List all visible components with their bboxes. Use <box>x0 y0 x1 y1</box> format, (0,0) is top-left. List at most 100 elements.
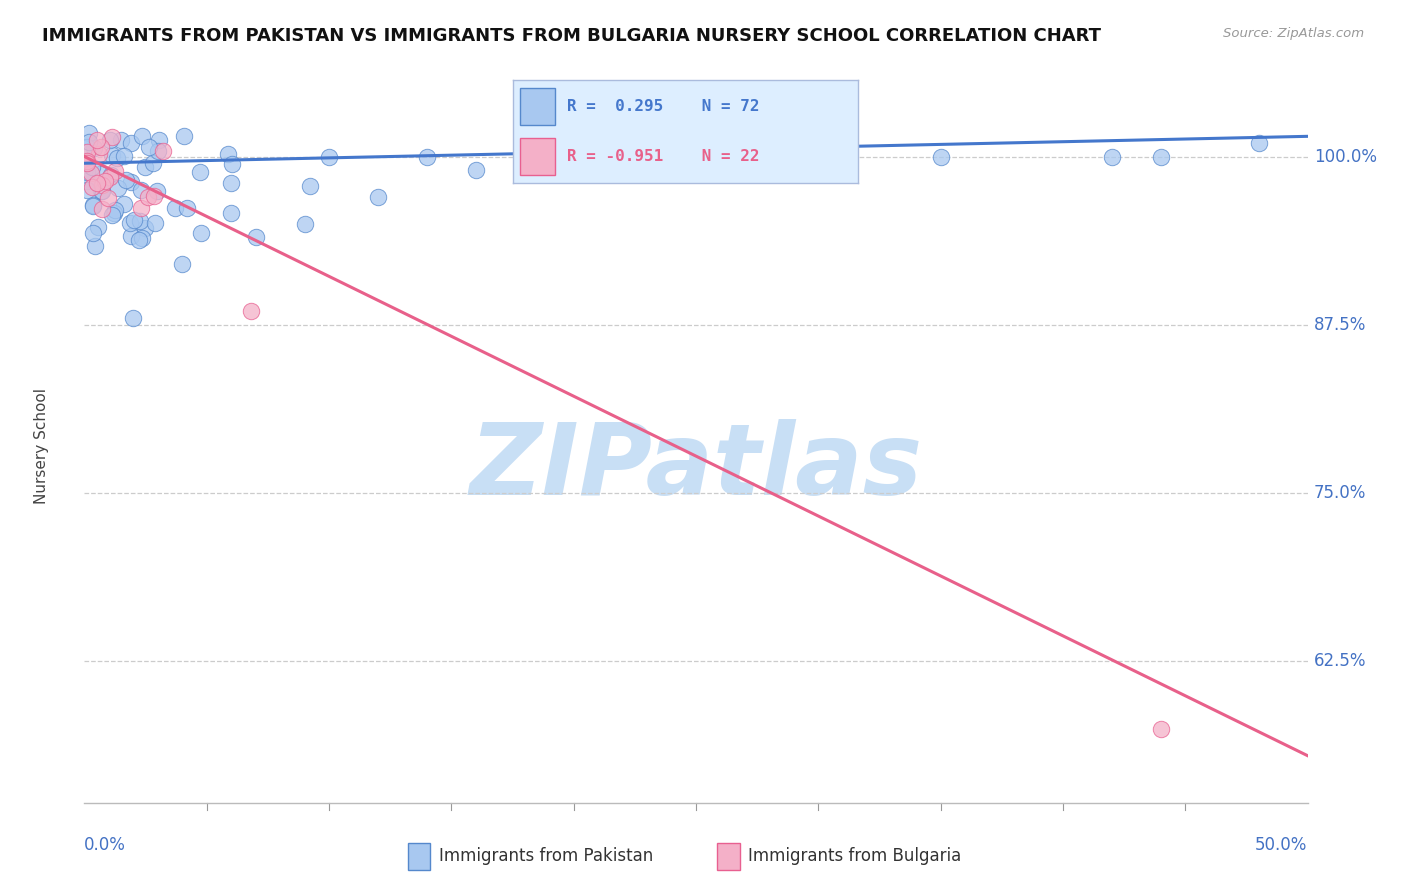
Text: IMMIGRANTS FROM PAKISTAN VS IMMIGRANTS FROM BULGARIA NURSERY SCHOOL CORRELATION : IMMIGRANTS FROM PAKISTAN VS IMMIGRANTS F… <box>42 27 1101 45</box>
Point <box>685 149 707 163</box>
Point <box>298 179 321 194</box>
Text: Nursery School: Nursery School <box>34 388 49 504</box>
Point <box>219 177 242 191</box>
Point <box>83 141 105 155</box>
Point <box>136 190 159 204</box>
Point <box>76 140 98 154</box>
Point <box>79 126 101 140</box>
Point <box>221 205 243 219</box>
Point <box>80 180 103 194</box>
Text: R = -0.951    N = 22: R = -0.951 N = 22 <box>567 149 759 164</box>
Point <box>538 149 561 163</box>
Text: 50.0%: 50.0% <box>1256 837 1308 855</box>
Point <box>129 214 152 228</box>
Point <box>84 238 107 252</box>
Text: R =  0.295    N = 72: R = 0.295 N = 72 <box>567 99 759 114</box>
Point <box>416 149 439 163</box>
Point <box>190 226 212 240</box>
Point <box>76 156 98 170</box>
Point <box>86 133 108 147</box>
Point <box>86 220 108 235</box>
Point <box>120 136 142 150</box>
Point <box>142 156 165 170</box>
Point <box>221 157 243 171</box>
Point <box>1101 149 1123 163</box>
Point <box>1247 136 1270 150</box>
FancyBboxPatch shape <box>520 137 554 175</box>
Point <box>131 129 153 144</box>
Point <box>294 217 316 231</box>
Point <box>142 189 165 203</box>
Point <box>1150 149 1173 163</box>
Point <box>76 165 98 179</box>
Point <box>807 149 830 163</box>
Point <box>112 197 135 211</box>
Point <box>134 161 156 175</box>
Text: Source: ZipAtlas.com: Source: ZipAtlas.com <box>1223 27 1364 40</box>
Point <box>122 213 145 227</box>
Point <box>464 163 486 178</box>
Point <box>104 164 127 178</box>
Point <box>120 228 142 243</box>
Point <box>245 230 267 244</box>
Point <box>367 190 389 204</box>
Text: ZIPatlas: ZIPatlas <box>470 419 922 516</box>
Point <box>146 184 169 198</box>
Point <box>76 145 98 160</box>
Point <box>91 202 114 216</box>
Point <box>138 140 160 154</box>
Point <box>104 202 127 217</box>
Point <box>80 166 103 180</box>
Point <box>217 147 239 161</box>
Point <box>82 160 104 174</box>
Point <box>143 216 166 230</box>
Point <box>152 145 174 159</box>
Point <box>929 149 952 163</box>
Point <box>112 149 135 163</box>
Text: 75.0%: 75.0% <box>1313 484 1367 502</box>
Point <box>146 144 169 158</box>
Point <box>105 151 128 165</box>
Text: 0.0%: 0.0% <box>84 837 127 855</box>
Point <box>318 149 340 163</box>
Point <box>76 183 98 197</box>
Point <box>173 128 195 143</box>
Point <box>103 206 125 220</box>
FancyBboxPatch shape <box>520 88 554 126</box>
Point <box>82 227 104 241</box>
Point <box>90 184 112 198</box>
Point <box>82 198 104 212</box>
Point <box>90 139 112 153</box>
Point <box>114 173 136 187</box>
Point <box>100 168 122 182</box>
Point <box>82 199 104 213</box>
Point <box>129 183 152 197</box>
Text: 62.5%: 62.5% <box>1313 652 1367 671</box>
Point <box>176 201 198 215</box>
Point <box>1150 722 1173 736</box>
Point <box>77 135 100 149</box>
Point <box>148 133 170 147</box>
Text: 100.0%: 100.0% <box>1313 147 1376 166</box>
Point <box>128 233 150 247</box>
Point <box>120 175 142 189</box>
Point <box>76 154 98 169</box>
Point <box>98 169 121 184</box>
Point <box>107 181 129 195</box>
Point <box>110 133 132 147</box>
Point <box>91 178 114 193</box>
Point <box>612 149 634 163</box>
Point <box>97 191 120 205</box>
Point <box>76 174 98 188</box>
Text: Immigrants from Bulgaria: Immigrants from Bulgaria <box>748 847 962 865</box>
Point <box>188 165 211 179</box>
Point <box>101 208 124 222</box>
Point <box>172 257 194 271</box>
Point <box>90 185 112 199</box>
Point <box>94 174 117 188</box>
Point <box>122 311 145 326</box>
Text: Immigrants from Pakistan: Immigrants from Pakistan <box>439 847 652 865</box>
Point <box>131 231 153 245</box>
Point <box>129 201 152 215</box>
Point <box>86 177 108 191</box>
